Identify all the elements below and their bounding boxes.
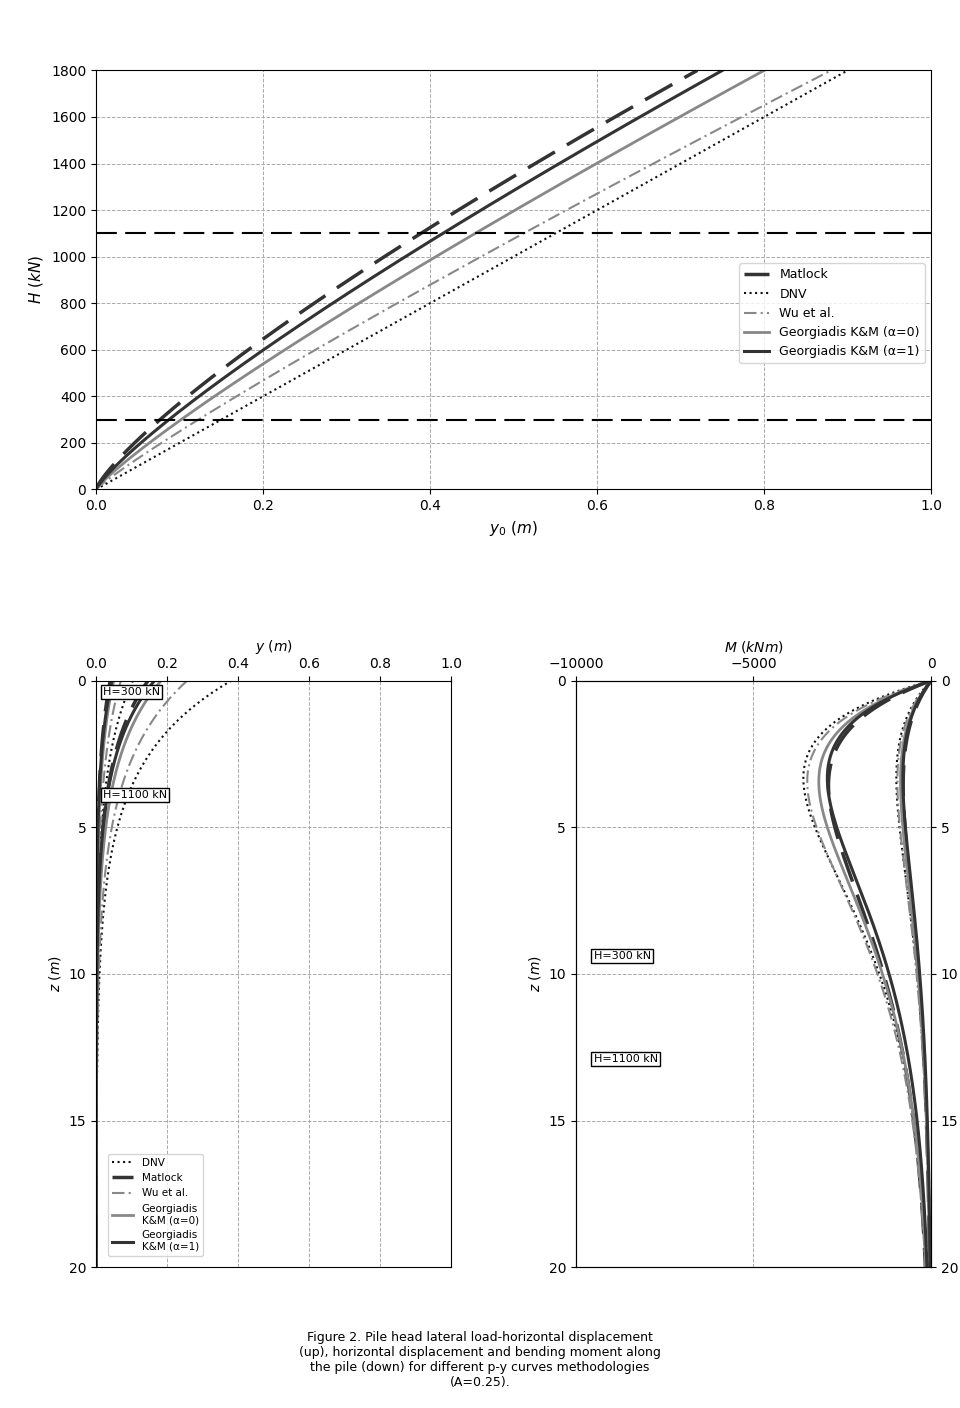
Line: Georgiadis K&M (α=1): Georgiadis K&M (α=1) [96,70,722,490]
Text: H=300 kN: H=300 kN [593,952,651,962]
Y-axis label: $z$ $(m)$: $z$ $(m)$ [527,956,543,993]
Line: Georgiadis K&M (α=0): Georgiadis K&M (α=0) [96,70,764,490]
DNV [842,62,853,79]
DNV [772,101,783,118]
Matlock [416,224,427,241]
Matlock [691,62,703,79]
Wu et al. [699,128,710,145]
X-axis label: $y_0$ $(m)$: $y_0$ $(m)$ [490,518,538,538]
Georgiadis K&M (α=1) [647,101,659,118]
DNV [536,232,547,249]
Matlock [622,101,634,118]
Matlock [91,480,103,497]
Wu et al. [506,231,517,248]
DNV [90,482,102,498]
Georgiadis K&M (α=0) [90,482,102,498]
DNV [724,128,735,145]
Matlock [576,128,588,145]
Legend: DNV, Matlock, Wu et al., Georgiadis
K&M (α=0), Georgiadis
K&M (α=1): DNV, Matlock, Wu et al., Georgiadis K&M … [108,1153,204,1256]
Matlock [405,231,417,248]
Wu et al. [91,480,103,497]
Text: ΤΑ ΝΕΑ ΤΗΣ ΕΕΕΕΓΜ – Αρ. 61 – ΣΕΠΤΕΜΒΡΙΟΣ 2013: ΤΑ ΝΕΑ ΤΗΣ ΕΕΕΕΓΜ – Αρ. 61 – ΣΕΠΤΕΜΒΡΙΟΣ… [10,1373,365,1387]
Georgiadis K&M (α=1) [424,232,436,249]
Georgiadis K&M (α=0) [91,480,103,497]
Text: H=1100 kN: H=1100 kN [103,790,167,800]
Wu et al. [750,101,761,118]
Legend: Matlock, DNV, Wu et al., Georgiadis K&M (α=0), Georgiadis K&M (α=1): Matlock, DNV, Wu et al., Georgiadis K&M … [739,263,924,363]
Matlock [402,232,414,249]
Georgiadis K&M (α=1) [716,62,728,79]
Text: Figure 2. Pile head lateral load-horizontal displacement
(up), horizontal displa: Figure 2. Pile head lateral load-horizon… [300,1331,660,1388]
Georgiadis K&M (α=1) [426,231,438,248]
DNV [93,480,105,497]
X-axis label: $y$ $(m)$: $y$ $(m)$ [254,638,293,656]
Wu et al. [826,62,837,79]
Matlock [90,482,102,498]
Text: H=1100 kN: H=1100 kN [593,1053,658,1064]
Text: H=300 kN: H=300 kN [103,687,160,697]
Line: Wu et al.: Wu et al. [96,70,831,490]
X-axis label: $M$ $(kNm)$: $M$ $(kNm)$ [724,639,783,655]
Georgiadis K&M (α=0) [639,128,651,145]
Georgiadis K&M (α=1) [91,480,103,497]
Georgiadis K&M (α=1) [438,224,449,241]
Wu et al. [503,232,515,249]
Georgiadis K&M (α=0) [470,224,482,241]
Y-axis label: $H$ $(kN)$: $H$ $(kN)$ [28,255,45,304]
Georgiadis K&M (α=1) [90,482,102,498]
DNV [538,231,549,248]
Wu et al. [518,224,530,241]
Georgiadis K&M (α=0) [458,231,469,248]
Line: Matlock: Matlock [96,70,697,490]
Y-axis label: $z$ $(m)$: $z$ $(m)$ [47,956,63,993]
Wu et al. [90,482,102,498]
Georgiadis K&M (α=1) [600,128,612,145]
DNV [550,224,562,241]
Georgiadis K&M (α=0) [758,62,770,79]
Line: DNV: DNV [96,70,848,490]
Georgiadis K&M (α=0) [687,101,699,118]
Georgiadis K&M (α=0) [456,232,468,249]
Text: Σελίδα 10: Σελίδα 10 [883,1373,950,1387]
